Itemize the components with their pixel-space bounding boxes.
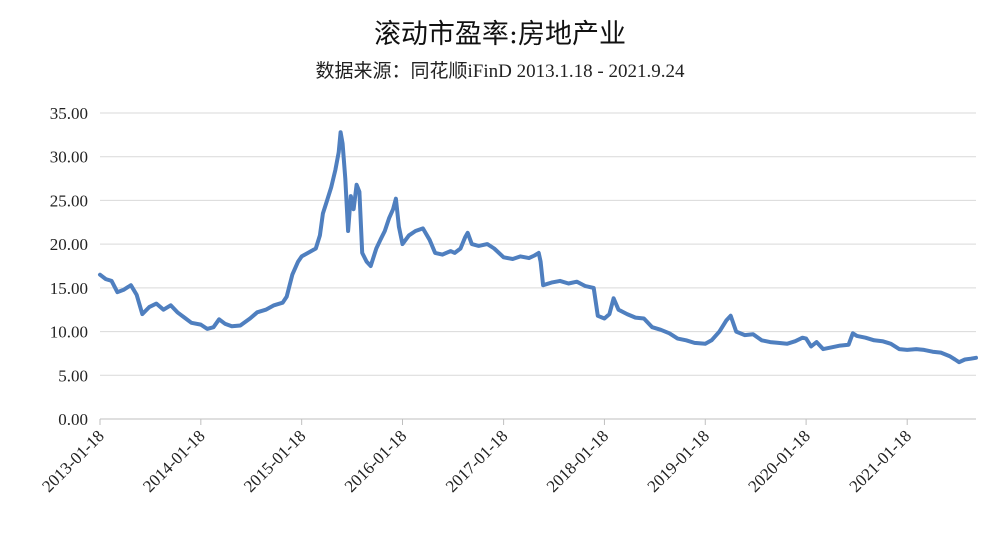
y-axis: 0.00 5.00 10.00 15.00 20.00 25.00 30.00 35.00 (50, 104, 88, 429)
y-tick-label: 0.00 (58, 410, 88, 429)
x-tick-label: 2019-01-18 (644, 426, 714, 496)
x-tick-label: 2014-01-18 (139, 426, 209, 496)
series-line (98, 130, 978, 365)
y-tick-label: 25.00 (50, 191, 88, 210)
x-tick-label: 2016-01-18 (341, 426, 411, 496)
y-tick-label: 5.00 (58, 366, 88, 385)
x-tick-label: 2013-01-18 (38, 426, 108, 496)
chart-subtitle: 数据来源：同花顺iFinD 2013.1.18 - 2021.9.24 (316, 60, 685, 82)
chart-title: 滚动市盈率:房地产业 (374, 19, 626, 50)
y-tick-label: 15.00 (50, 279, 88, 298)
y-tick-label: 20.00 (50, 235, 88, 254)
y-tick-label: 35.00 (50, 104, 88, 123)
x-axis: 2013-01-18 2014-01-18 2015-01-18 2016-01-18… (38, 419, 915, 496)
x-tick-label: 2017-01-18 (442, 426, 512, 496)
x-tick-label: 2015-01-18 (240, 426, 310, 496)
series-layer (98, 130, 978, 365)
y-tick-label: 10.00 (50, 323, 88, 342)
grid (100, 112, 976, 420)
x-tick-label: 2018-01-18 (543, 426, 613, 496)
x-tick-label: 2021-01-18 (846, 426, 916, 496)
y-tick-label: 30.00 (50, 148, 88, 167)
x-tick-label: 2020-01-18 (744, 426, 814, 496)
